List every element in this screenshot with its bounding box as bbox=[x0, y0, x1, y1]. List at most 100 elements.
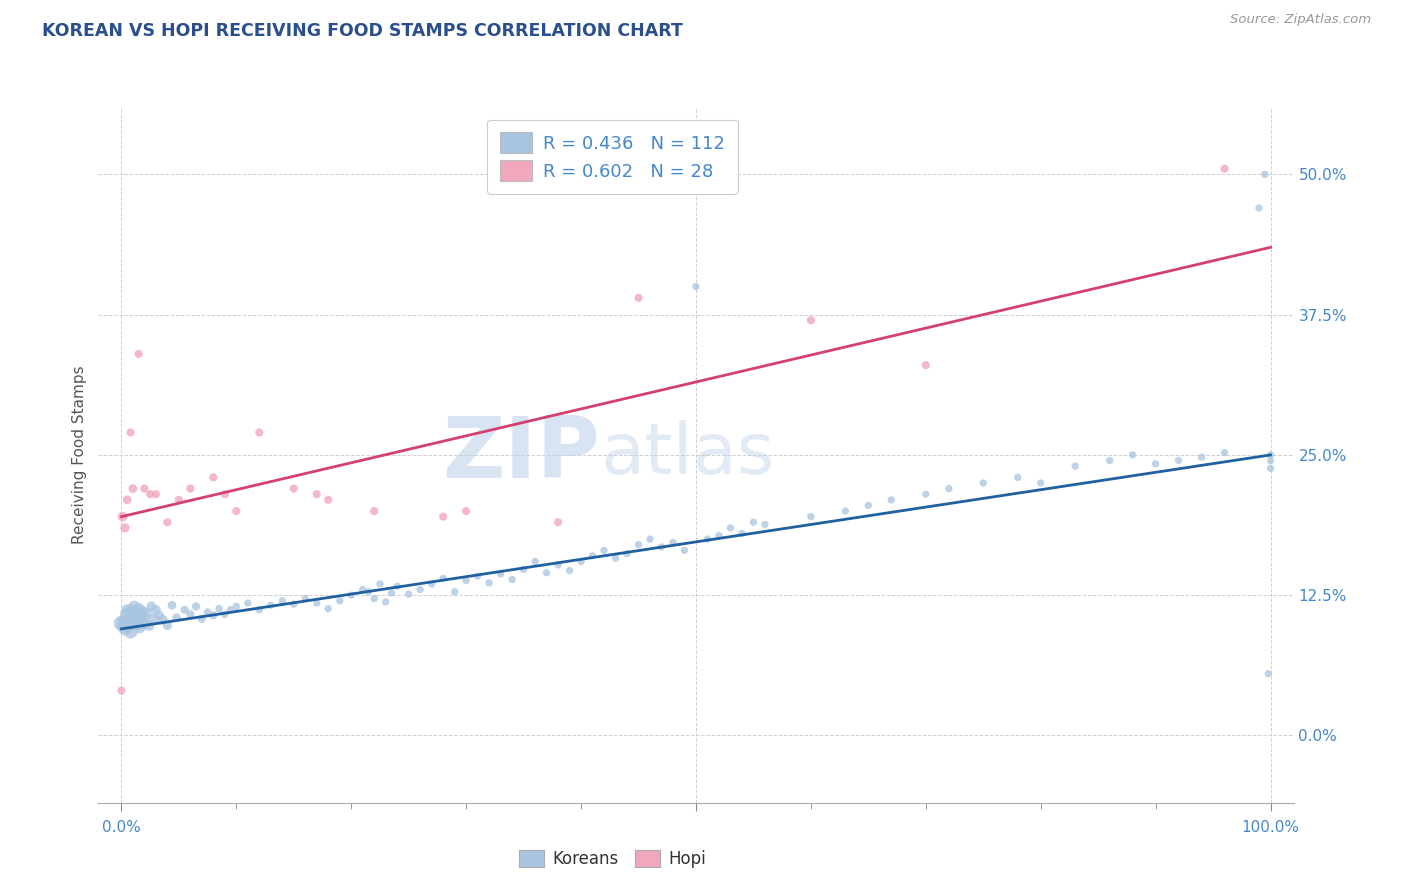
Point bbox=[409, 582, 432, 597]
Point bbox=[184, 599, 207, 614]
Point bbox=[1213, 445, 1236, 459]
Point bbox=[125, 617, 148, 632]
Point bbox=[167, 492, 190, 507]
Point bbox=[139, 487, 162, 501]
Point bbox=[110, 683, 132, 698]
Point bbox=[142, 612, 165, 626]
Point bbox=[1098, 453, 1121, 467]
Point bbox=[247, 425, 270, 440]
Point bbox=[432, 509, 454, 524]
Point bbox=[385, 579, 408, 593]
Point bbox=[124, 613, 146, 627]
Point bbox=[1191, 450, 1213, 465]
Point bbox=[121, 605, 143, 619]
Point bbox=[141, 599, 163, 614]
Point bbox=[914, 487, 936, 501]
Point bbox=[1167, 453, 1189, 467]
Point bbox=[111, 618, 134, 632]
Point bbox=[569, 555, 592, 569]
Point bbox=[134, 609, 156, 624]
Point bbox=[127, 608, 149, 623]
Point bbox=[305, 487, 328, 501]
Point bbox=[368, 577, 391, 591]
Point bbox=[374, 595, 396, 609]
Point bbox=[357, 584, 380, 599]
Point bbox=[132, 616, 155, 631]
Point bbox=[340, 588, 363, 602]
Point bbox=[156, 618, 179, 632]
Y-axis label: Receiving Food Stamps: Receiving Food Stamps bbox=[72, 366, 87, 544]
Point bbox=[834, 504, 856, 518]
Point bbox=[558, 564, 581, 578]
Point bbox=[581, 549, 603, 563]
Point bbox=[638, 532, 661, 546]
Point bbox=[294, 591, 316, 606]
Point bbox=[179, 482, 201, 496]
Point bbox=[536, 566, 558, 580]
Point bbox=[456, 574, 478, 588]
Point bbox=[501, 573, 523, 587]
Legend: Koreans, Hopi: Koreans, Hopi bbox=[512, 843, 713, 874]
Point bbox=[114, 521, 136, 535]
Point bbox=[120, 624, 142, 639]
Point bbox=[800, 313, 823, 327]
Point bbox=[128, 347, 150, 361]
Point bbox=[914, 358, 936, 372]
Point bbox=[225, 599, 247, 614]
Point bbox=[363, 504, 385, 518]
Point bbox=[478, 575, 501, 590]
Point bbox=[512, 562, 534, 576]
Text: 0.0%: 0.0% bbox=[103, 820, 141, 835]
Point bbox=[547, 515, 569, 529]
Point bbox=[398, 587, 420, 601]
Point bbox=[214, 607, 236, 622]
Point bbox=[1007, 470, 1029, 484]
Point bbox=[650, 540, 672, 554]
Point bbox=[972, 475, 994, 490]
Point bbox=[114, 622, 136, 636]
Point bbox=[225, 504, 247, 518]
Point bbox=[420, 577, 443, 591]
Point bbox=[219, 603, 242, 617]
Point bbox=[754, 517, 776, 532]
Point bbox=[179, 607, 201, 622]
Point bbox=[148, 608, 170, 623]
Point bbox=[283, 597, 305, 611]
Point bbox=[191, 612, 214, 626]
Point bbox=[305, 596, 328, 610]
Point bbox=[662, 535, 685, 549]
Point bbox=[160, 599, 183, 613]
Point bbox=[1254, 167, 1277, 181]
Point bbox=[685, 279, 707, 293]
Point bbox=[202, 608, 225, 623]
Point bbox=[329, 594, 352, 608]
Point bbox=[1144, 457, 1167, 471]
Point bbox=[1213, 161, 1236, 176]
Point bbox=[197, 605, 219, 619]
Point bbox=[605, 551, 627, 566]
Point bbox=[110, 616, 132, 631]
Point bbox=[938, 482, 960, 496]
Point bbox=[145, 603, 167, 617]
Point bbox=[696, 532, 718, 546]
Point bbox=[1260, 448, 1282, 462]
Point bbox=[115, 603, 138, 617]
Point bbox=[380, 586, 402, 600]
Point bbox=[1260, 453, 1282, 467]
Point bbox=[627, 291, 650, 305]
Point bbox=[145, 487, 167, 501]
Point bbox=[271, 594, 294, 608]
Text: 100.0%: 100.0% bbox=[1241, 820, 1299, 835]
Point bbox=[547, 558, 569, 572]
Point bbox=[115, 492, 138, 507]
Point bbox=[800, 509, 823, 524]
Point bbox=[456, 504, 478, 518]
Point bbox=[128, 601, 150, 615]
Point bbox=[120, 425, 142, 440]
Point bbox=[260, 599, 283, 613]
Point bbox=[156, 515, 179, 529]
Text: ZIP: ZIP bbox=[443, 413, 600, 497]
Point bbox=[128, 621, 150, 635]
Point bbox=[138, 618, 160, 632]
Point bbox=[1064, 459, 1087, 474]
